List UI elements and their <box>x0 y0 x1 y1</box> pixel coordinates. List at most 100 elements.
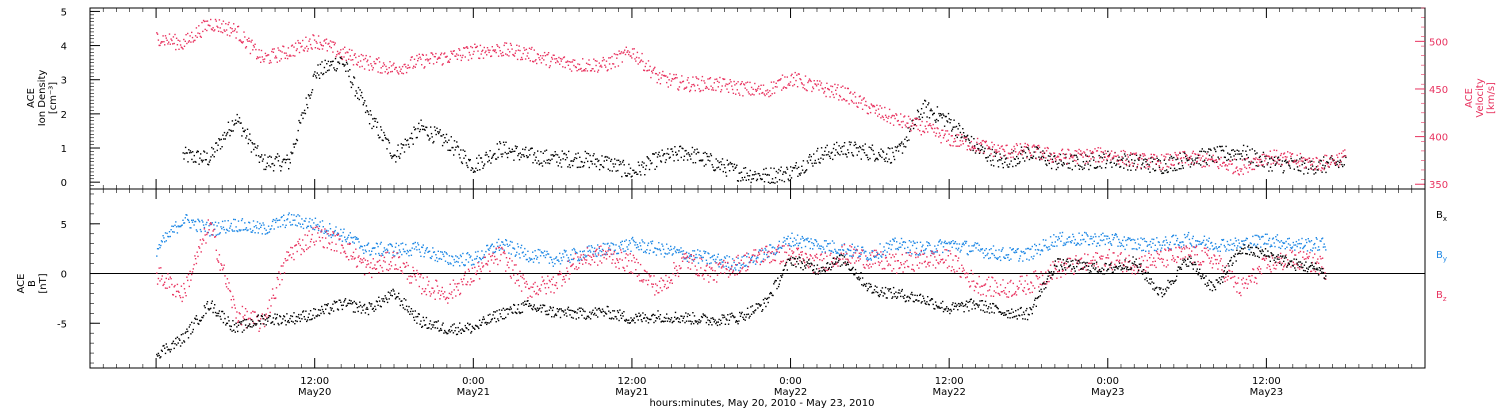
velocity-series-point <box>919 124 922 126</box>
density-series-point <box>844 153 847 155</box>
by-series-point <box>934 251 937 253</box>
density-series-point <box>216 149 218 152</box>
by-series-point <box>274 219 276 221</box>
by-series-point <box>917 254 919 256</box>
velocity-series-point <box>959 139 961 142</box>
velocity-series-point <box>1094 148 1096 150</box>
velocity-series-point <box>711 89 713 91</box>
bz-series-point <box>308 230 310 232</box>
bz-series-point <box>250 312 252 314</box>
velocity-series-point <box>364 57 367 60</box>
velocity-series-point <box>1144 154 1146 157</box>
density-series-point <box>788 179 790 182</box>
density-series-point <box>1098 154 1100 157</box>
density-series-point <box>1177 163 1180 165</box>
density-series-point <box>711 164 713 166</box>
velocity-series-point <box>395 66 397 69</box>
velocity-series-point <box>1122 161 1124 163</box>
velocity-series-point <box>271 48 274 50</box>
velocity-series-point <box>1090 158 1092 160</box>
velocity-series-point <box>789 84 791 86</box>
density-series-point <box>495 158 497 160</box>
density-series-point <box>295 138 298 141</box>
velocity-series-point <box>234 28 236 30</box>
velocity-series-point <box>1175 153 1177 156</box>
density-series-point <box>1287 161 1289 163</box>
velocity-series-point <box>278 49 280 51</box>
velocity-series-point <box>762 91 764 94</box>
density-series-point <box>1110 161 1112 163</box>
velocity-series-point <box>1225 168 1228 170</box>
density-series-point <box>453 154 455 156</box>
density-series-point <box>270 156 272 158</box>
density-series-point <box>1030 156 1032 159</box>
bz-series-point <box>277 278 279 281</box>
velocity-series-point <box>331 41 333 43</box>
by-series-point <box>1034 243 1036 246</box>
density-series-point <box>1140 168 1142 170</box>
density-series-point <box>725 171 727 174</box>
velocity-series-point <box>1331 155 1333 157</box>
density-series-point <box>702 152 705 154</box>
density-series-point <box>211 154 214 156</box>
velocity-series-point <box>1013 145 1015 148</box>
by-series-point <box>993 254 995 257</box>
density-series-point <box>334 57 337 60</box>
density-series-point <box>272 162 274 165</box>
by-series-point <box>990 248 992 250</box>
velocity-series-point <box>726 88 728 90</box>
velocity-series-point <box>173 42 175 45</box>
by-series-point <box>1053 245 1056 247</box>
by-series-point <box>490 244 493 246</box>
by-series-point <box>915 247 918 250</box>
velocity-series-point <box>955 145 957 147</box>
velocity-series-point <box>1197 153 1199 156</box>
by-series-point <box>1156 237 1158 239</box>
velocity-series-point <box>1320 169 1322 172</box>
by-series-point <box>895 248 897 250</box>
density-series-point <box>333 67 335 69</box>
velocity-series-point <box>579 68 581 70</box>
velocity-series-point <box>837 84 839 86</box>
velocity-series-point <box>574 59 576 61</box>
density-series-point <box>1072 160 1074 162</box>
by-series-point <box>1288 237 1290 240</box>
by-series-point <box>883 246 885 248</box>
velocity-series-point <box>392 64 394 66</box>
by-series-point <box>974 242 976 244</box>
velocity-series-point <box>263 60 265 63</box>
bz-series-point <box>202 239 205 242</box>
velocity-series-point <box>302 49 305 51</box>
velocity-series-point <box>865 104 868 107</box>
density-series-point <box>386 148 388 150</box>
by-series-point <box>164 232 167 234</box>
bz-series-point <box>432 292 435 294</box>
velocity-series-point <box>869 107 871 109</box>
by-series-point <box>798 242 800 245</box>
by-series-point <box>505 239 507 241</box>
by-series-point <box>959 251 961 253</box>
velocity-series-point <box>1014 148 1016 150</box>
velocity-series-point <box>904 115 906 117</box>
density-series-point <box>1259 155 1261 158</box>
bz-series-point <box>222 267 225 269</box>
by-series-point <box>896 241 898 243</box>
velocity-series-point <box>943 134 945 137</box>
velocity-series-point <box>1168 166 1170 168</box>
by-series-point <box>1072 233 1074 236</box>
density-series-point <box>213 156 215 158</box>
density-series-point <box>323 66 326 69</box>
velocity-series-point <box>522 52 524 55</box>
velocity-series-point <box>741 81 743 83</box>
density-series-point <box>1136 166 1138 168</box>
by-series-point <box>1177 244 1179 246</box>
density-series-point <box>449 149 452 152</box>
velocity-series-point <box>463 47 466 49</box>
velocity-series-point <box>822 88 824 90</box>
bz-series-point <box>383 256 386 259</box>
density-series-point <box>265 166 268 168</box>
by-series-point <box>331 234 333 236</box>
bz-series-point <box>427 284 429 286</box>
density-series-point <box>801 169 804 171</box>
by-series-point <box>1283 242 1286 244</box>
